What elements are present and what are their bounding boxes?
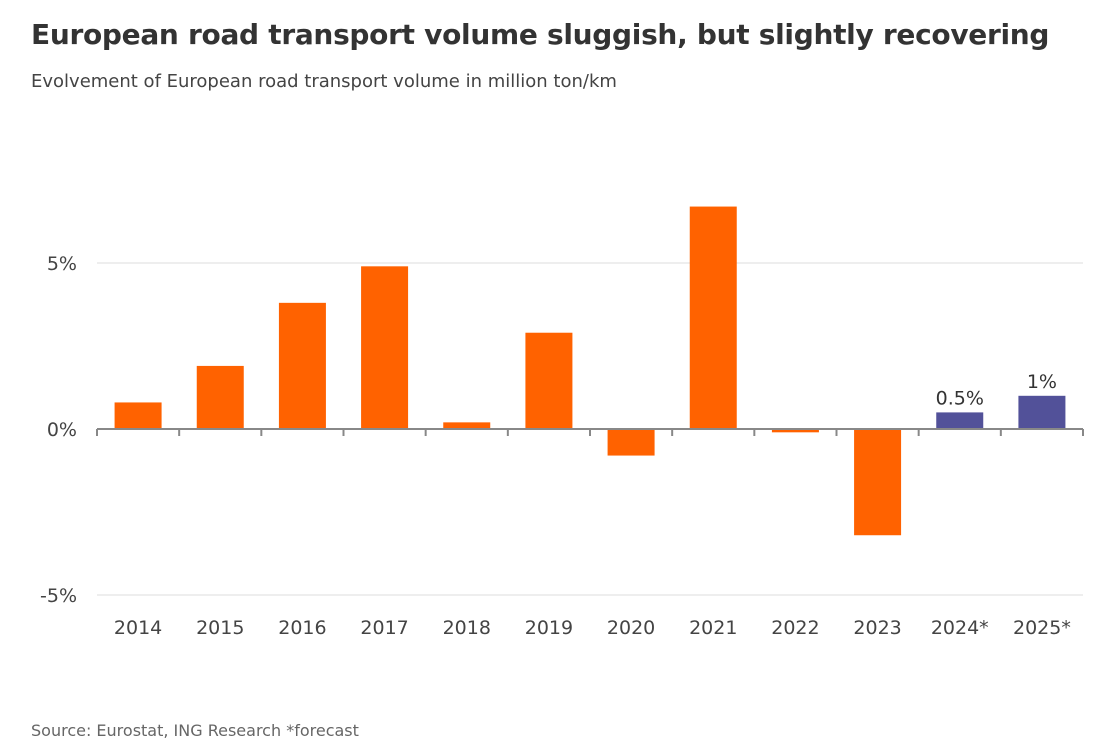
bar-2019 xyxy=(525,332,573,429)
data-label: 1% xyxy=(1027,371,1057,393)
bar-2021 xyxy=(689,206,737,429)
chart-subtitle: Evolvement of European road transport vo… xyxy=(31,71,617,92)
x-tick-label: 2025* xyxy=(1013,617,1071,639)
x-tick-label: 2018 xyxy=(443,617,491,639)
bar-2023 xyxy=(854,429,902,536)
x-tick-label: 2016 xyxy=(278,617,326,639)
y-tick-label: 5% xyxy=(47,253,77,275)
bar-2016 xyxy=(278,302,326,429)
x-tick-label: 2015 xyxy=(196,617,244,639)
bar-2025 xyxy=(1018,395,1066,429)
chart-title: European road transport volume sluggish,… xyxy=(31,18,1050,51)
bar-2017 xyxy=(361,266,409,429)
bar-2020 xyxy=(607,429,655,456)
y-tick-label: 0% xyxy=(47,419,77,441)
bar-2015 xyxy=(196,365,244,429)
x-tick-label: 2024* xyxy=(931,617,989,639)
bar-2014 xyxy=(114,402,162,429)
data-label: 0.5% xyxy=(936,387,984,409)
bar-2022 xyxy=(771,429,819,433)
x-tick-label: 2014 xyxy=(114,617,162,639)
x-tick-label: 2020 xyxy=(607,617,655,639)
x-tick-label: 2021 xyxy=(689,617,737,639)
bar-2024 xyxy=(936,412,984,429)
x-tick-label: 2017 xyxy=(360,617,408,639)
source-note: Source: Eurostat, ING Research *forecast xyxy=(31,721,359,740)
x-tick-label: 2022 xyxy=(771,617,819,639)
x-tick-label: 2023 xyxy=(853,617,901,639)
y-tick-label: -5% xyxy=(40,585,77,607)
bar-2018 xyxy=(443,422,491,429)
x-tick-label: 2019 xyxy=(525,617,573,639)
